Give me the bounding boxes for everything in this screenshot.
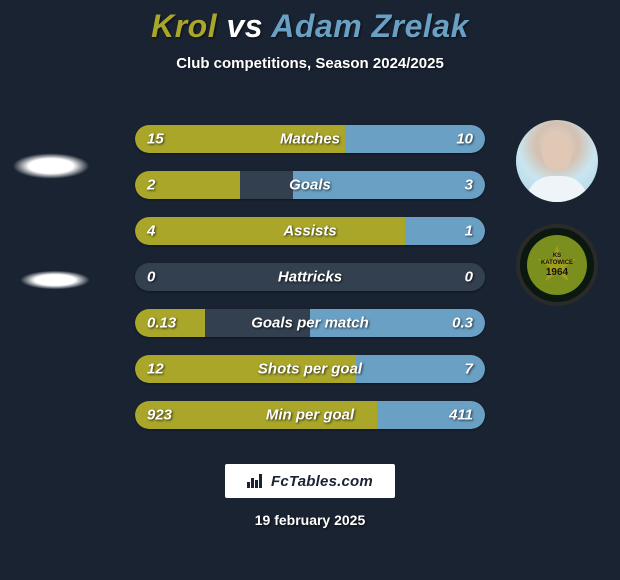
stat-label: Hattricks [135, 269, 485, 286]
right-avatar-column: KS KATOWICE 1964 [516, 120, 606, 328]
player1-avatar [14, 120, 96, 202]
brand-text: FcTables.com [271, 473, 373, 490]
stat-row: 923411Min per goal [135, 401, 485, 429]
stat-label: Shots per goal [135, 361, 485, 378]
stat-row: 23Goals [135, 171, 485, 199]
stat-label: Matches [135, 131, 485, 148]
footer-date: 19 february 2025 [0, 512, 620, 528]
title-vs: vs [227, 8, 264, 44]
stat-row: 1510Matches [135, 125, 485, 153]
stat-label: Goals per match [135, 315, 485, 332]
stat-row: 00Hattricks [135, 263, 485, 291]
player2-name: Adam Zrelak [271, 8, 469, 44]
player1-name: Krol [151, 8, 217, 44]
brand-badge: FcTables.com [225, 464, 395, 498]
stat-row: 0.130.3Goals per match [135, 309, 485, 337]
stat-label: Assists [135, 223, 485, 240]
stat-row: 127Shots per goal [135, 355, 485, 383]
subtitle: Club competitions, Season 2024/2025 [0, 55, 620, 72]
club-mid-text: KATOWICE [541, 260, 573, 266]
stat-bars-container: 1510Matches 23Goals 41Assists 00Hattricks 0.… [135, 125, 485, 447]
avatar-placeholder-icon [6, 151, 96, 181]
club-top-text: KS [553, 253, 561, 259]
club-placeholder-icon [14, 269, 96, 291]
left-avatar-column [14, 120, 104, 328]
stat-row: 41Assists [135, 217, 485, 245]
brand-chart-icon [247, 474, 265, 488]
club-year: 1964 [546, 267, 568, 278]
stat-label: Min per goal [135, 407, 485, 424]
player1-club-badge [14, 224, 96, 306]
player2-avatar [516, 120, 598, 202]
comparison-title: Krol vs Adam Zrelak [0, 0, 620, 45]
stat-label: Goals [135, 177, 485, 194]
club-badge-inner: KS KATOWICE 1964 [527, 235, 587, 295]
player2-club-badge: KS KATOWICE 1964 [516, 224, 598, 306]
